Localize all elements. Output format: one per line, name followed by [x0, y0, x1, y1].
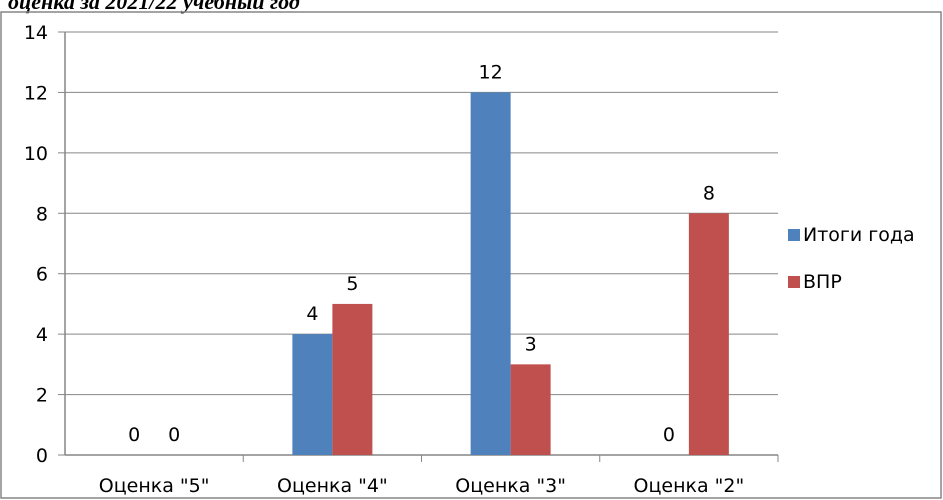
y-tick-label: 2: [36, 385, 48, 407]
bar: [688, 213, 729, 455]
chart-border: [0, 11, 942, 499]
data-label: 12: [479, 61, 503, 83]
legend-swatch: [788, 276, 800, 288]
data-label: 0: [128, 424, 140, 446]
data-label: 5: [346, 273, 358, 295]
legend-swatch: [788, 229, 800, 241]
x-tick-label: Оценка "5": [99, 475, 210, 497]
y-tick-label: 4: [36, 324, 48, 346]
bar: [292, 334, 333, 455]
y-tick-label: 14: [24, 22, 48, 44]
data-label: 0: [168, 424, 180, 446]
data-label: 3: [525, 333, 537, 355]
y-tick-label: 0: [36, 445, 48, 467]
legend-label: ВПР: [803, 271, 842, 293]
data-label: 8: [703, 182, 715, 204]
data-label: 0: [663, 424, 675, 446]
bar: [470, 92, 511, 455]
y-tick-label: 10: [24, 143, 48, 165]
y-tick-label: 6: [36, 264, 48, 286]
bar: [332, 303, 373, 455]
x-tick-label: Оценка "2": [634, 475, 745, 497]
x-tick-label: Оценка "4": [277, 475, 388, 497]
chart-title: оценка за 2021/22 учебный год: [8, 0, 300, 14]
bar: [510, 364, 551, 455]
data-label: 4: [306, 303, 318, 325]
x-tick-label: Оценка "3": [455, 475, 566, 497]
y-tick-label: 8: [36, 203, 48, 225]
legend-label: Итоги года: [803, 224, 915, 246]
y-tick-label: 12: [24, 82, 48, 104]
